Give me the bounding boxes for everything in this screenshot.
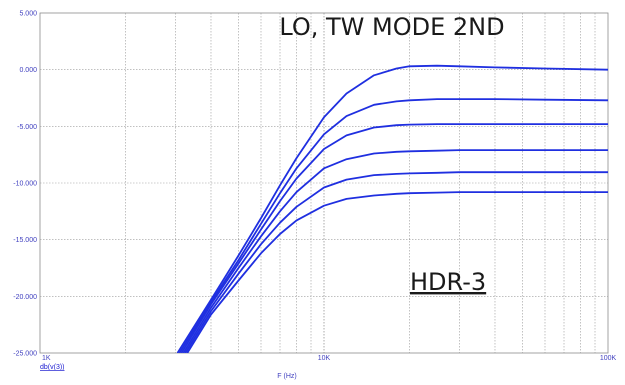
chart-annotation: HDR-3	[410, 268, 486, 296]
x-tick-label: 1K	[42, 355, 51, 362]
x-tick-label: 10K	[318, 355, 331, 362]
x-axis-label: F (Hz)	[277, 373, 296, 380]
series-line-2	[178, 98, 608, 353]
series-line-4	[182, 149, 608, 353]
y-tick-labels: 5.000 0.000 -5.000 -10.000 -15.000 -20.000 -25…	[13, 11, 37, 358]
series-line-1	[176, 64, 608, 353]
x-tick-label: 100K	[600, 355, 617, 362]
series-line-3	[180, 123, 608, 353]
y-axis-label[interactable]: db(v(3))	[40, 364, 65, 371]
y-tick-label: -15.000	[13, 237, 37, 244]
chart-title: LO, TW MODE 2ND	[279, 13, 504, 41]
y-tick-label: -5.000	[17, 124, 37, 131]
series-line-6	[186, 191, 608, 353]
series-lines	[176, 64, 608, 353]
grid	[40, 13, 608, 353]
y-tick-label: -20.000	[13, 294, 37, 301]
y-tick-label: -10.000	[13, 181, 37, 188]
x-tick-labels: 1K 10K 100K	[42, 355, 616, 362]
y-tick-label: -25.000	[13, 351, 37, 358]
series-line-5	[184, 171, 608, 353]
y-tick-label: 0.000	[19, 67, 37, 74]
y-tick-label: 5.000	[19, 11, 37, 18]
